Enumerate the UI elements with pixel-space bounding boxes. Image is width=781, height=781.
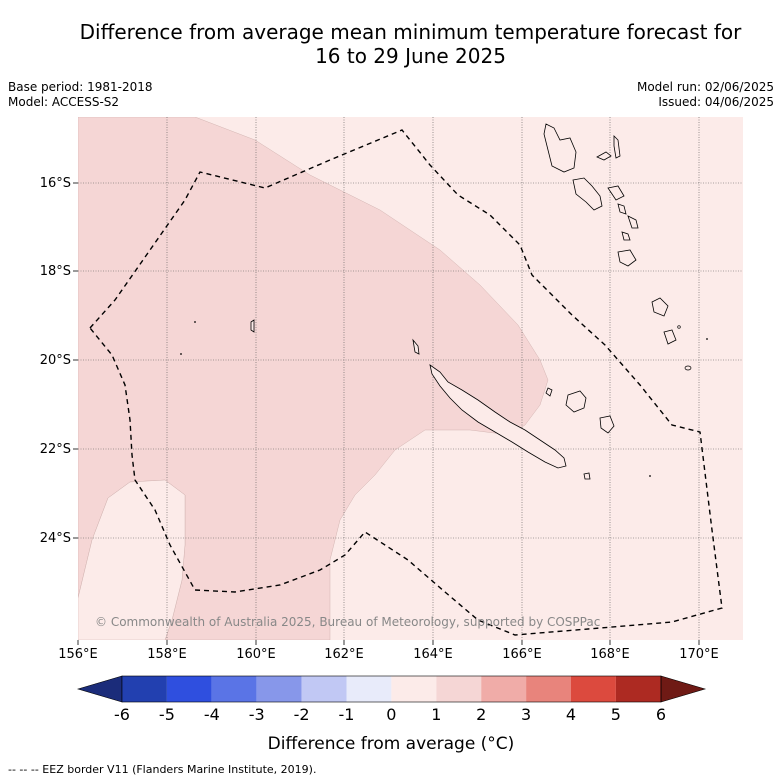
chesterfield-reef-coast [250, 319, 255, 333]
colorbar-bin [122, 676, 167, 702]
lon-label-168e: 168°E [590, 647, 630, 662]
colorbar-frame [121, 675, 662, 703]
lat-label-18s: 18°S [40, 264, 71, 279]
colorbar-bin [256, 676, 302, 702]
mare-coast [599, 415, 615, 434]
colorbar-label: -2 [294, 705, 310, 724]
colorbar-bin [615, 676, 661, 702]
meta-left: Base period: 1981-2018 Model: ACCESS-S2 [8, 80, 153, 110]
lifou-coast [565, 390, 587, 413]
lon-label-166e: 166°E [502, 647, 542, 662]
colorbar-label: -6 [114, 705, 130, 724]
graticule [78, 117, 743, 640]
colorbar-label: 0 [386, 705, 396, 724]
meta-right: Model run: 02/06/2025 Issued: 04/06/2025 [637, 80, 774, 110]
colorbar-label: 3 [521, 705, 531, 724]
colorbar-extend-low [76, 675, 123, 703]
erromango-coast [621, 231, 631, 241]
reef-dot-4 [706, 338, 708, 340]
colorbar-label: 6 [656, 705, 666, 724]
matthew-island-coast [663, 329, 677, 345]
colorbar-label: 4 [566, 705, 576, 724]
colorbar-bin [526, 676, 571, 702]
lon-label-170e: 170°E [679, 647, 719, 662]
colorbar-label: -4 [204, 705, 220, 724]
base-period: Base period: 1981-2018 [8, 80, 153, 94]
lon-label-156e: 156°E [58, 647, 98, 662]
eez-legend-footnote: -- -- -- EEZ border V11 (Flanders Marine… [8, 763, 317, 776]
reef-dot-3 [649, 475, 651, 477]
title-line-2: 16 to 29 June 2025 [315, 44, 506, 68]
anomaly-field-0-1-patch [78, 479, 186, 640]
map-title: Difference from average mean minimum tem… [0, 20, 781, 68]
efate-coast [627, 215, 639, 229]
colorbar-bin [166, 676, 212, 702]
lat-label-22s: 22°S [40, 442, 71, 457]
lon-label-160e: 160°E [236, 647, 276, 662]
belep-islands-coast [412, 338, 420, 355]
title-line-1: Difference from average mean minimum tem… [79, 20, 742, 44]
reef-dot-2 [180, 353, 182, 355]
issued-date: Issued: 04/06/2025 [658, 95, 774, 109]
colorbar-label: 5 [611, 705, 621, 724]
malekula-coast [572, 177, 603, 211]
colorbar-label: -1 [339, 705, 355, 724]
colorbar-bin [346, 676, 392, 702]
colorbar-label: 1 [431, 705, 441, 724]
colorbar-bin [571, 676, 616, 702]
colorbar-bin [301, 676, 347, 702]
espiritu-santo-coast [543, 123, 577, 173]
colorbar-bin [211, 676, 257, 702]
colorbar-label: 2 [476, 705, 486, 724]
ambae-coast [596, 151, 612, 161]
colorbar-bin [481, 676, 527, 702]
lon-label-158e: 158°E [147, 647, 187, 662]
lon-label-164e: 164°E [413, 647, 453, 662]
model-name: Model: ACCESS-S2 [8, 95, 120, 109]
lat-label-24s: 24°S [40, 531, 71, 546]
isle-of-pines-coast [583, 472, 591, 480]
aneityum-coast [651, 297, 669, 317]
pentecost-coast [607, 185, 625, 201]
islet-2 [684, 365, 692, 371]
colorbar: -6 -5 -4 -3 -2 -1 0 1 2 3 4 5 6 Differen… [76, 675, 707, 754]
new-caledonia-coast [429, 364, 567, 469]
colorbar-label: -5 [159, 705, 175, 724]
islet-1 [677, 325, 681, 329]
ouvea-coast [545, 387, 553, 397]
colorbar-bin [436, 676, 482, 702]
lat-label-20s: 20°S [40, 353, 71, 368]
axis-ticks [73, 182, 700, 645]
lat-label-16s: 16°S [40, 176, 71, 191]
tanna-coast [617, 249, 637, 267]
colorbar-extend-high [660, 675, 707, 703]
model-run: Model run: 02/06/2025 [636, 80, 774, 94]
maewo-coast [613, 135, 621, 159]
colorbar-label: -3 [249, 705, 265, 724]
colorbar-title: Difference from average (°C) [268, 734, 515, 754]
colorbar-bin [391, 676, 437, 702]
copyright-text: © Commonwealth of Australia 2025, Bureau… [95, 615, 600, 629]
lon-label-162e: 162°E [324, 647, 364, 662]
eez-border [89, 129, 723, 636]
epi-coast [617, 203, 627, 215]
reef-dot-1 [194, 321, 196, 323]
